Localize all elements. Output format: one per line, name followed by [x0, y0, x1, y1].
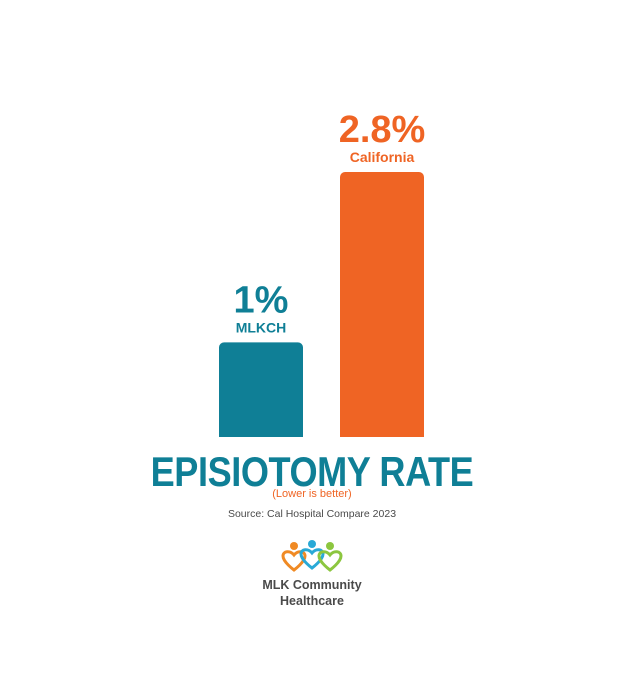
category-label: California: [350, 149, 415, 165]
chart-subtitle: (Lower is better): [272, 488, 352, 500]
source-note: Source: Cal Hospital Compare 2023: [227, 508, 397, 520]
category-label: MLKCH: [236, 319, 287, 335]
logo-line-1: MLK Community: [262, 578, 362, 592]
mlk-logo: MLK Community Healthcare: [0, 540, 624, 608]
value-label: 2.8%: [339, 109, 426, 151]
three-people-hearts-icon: [281, 540, 343, 572]
bar-base-mlkch: [219, 429, 303, 437]
bar-mlkch: [219, 342, 303, 437]
value-label: 1%: [234, 279, 289, 321]
bar-california: [340, 172, 424, 437]
bar-base-california: [340, 429, 424, 437]
chart-title: EPISIOTOMY RATE: [150, 448, 474, 495]
logo-line-2: Healthcare: [280, 594, 344, 608]
